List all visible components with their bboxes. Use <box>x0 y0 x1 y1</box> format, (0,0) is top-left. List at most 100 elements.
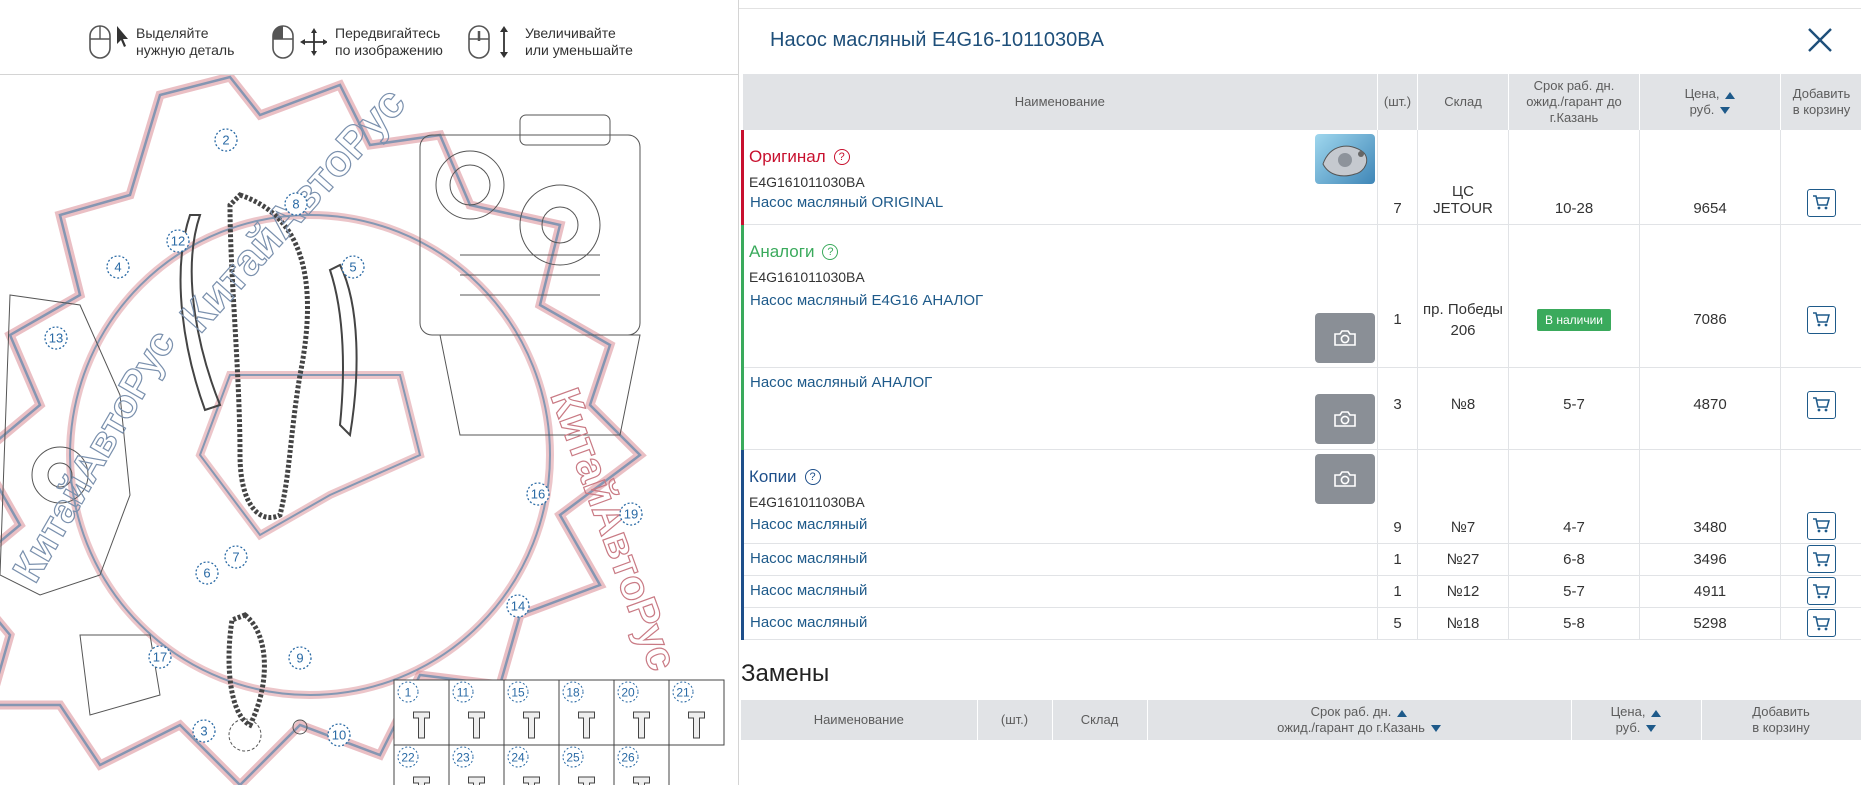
callout-14[interactable]: 14 <box>506 594 530 618</box>
callout-5[interactable]: 5 <box>341 255 365 279</box>
callout-6[interactable]: 6 <box>195 561 219 585</box>
callout-7[interactable]: 7 <box>224 545 248 569</box>
callout-16[interactable]: 16 <box>526 482 550 506</box>
part-cell-23[interactable]: 23 <box>448 744 505 785</box>
part-cell-11[interactable]: 11 <box>448 679 505 746</box>
repl-col-price[interactable]: Цена, руб. <box>1571 700 1702 740</box>
repl-col-term[interactable]: Срок раб. дн. ожид./гарант до г.Казань <box>1147 700 1572 740</box>
cart-button[interactable] <box>1807 545 1836 573</box>
callout-label: 6 <box>203 566 210 581</box>
repl-col-warehouse: Склад <box>1052 700 1148 740</box>
part-cell-24[interactable]: 24 <box>503 744 560 785</box>
table-row: Насос масляный 5 №18 5-8 5298 <box>741 607 1861 640</box>
table-row: Насос масляный 1 №27 6-8 3496 <box>741 543 1861 576</box>
price-cell: 5298 <box>1639 607 1781 640</box>
product-link[interactable]: Насос масляный <box>750 581 868 599</box>
product-photo[interactable] <box>1315 134 1375 184</box>
hint-move-line1: Передвигайтесь <box>335 25 441 41</box>
help-icon[interactable]: ? <box>822 243 839 260</box>
qty-cell: 9 <box>1377 449 1418 544</box>
sort-up-icon[interactable] <box>1725 91 1736 99</box>
cart-icon <box>1813 551 1830 566</box>
photo-button[interactable] <box>1315 453 1375 504</box>
product-link[interactable]: Насос масляный АНАЛОГ <box>750 373 933 391</box>
term-cell: 5-7 <box>1508 367 1640 450</box>
sort-up-icon[interactable] <box>1397 709 1408 717</box>
group-original-label: Оригинал <box>749 147 826 166</box>
callout-4[interactable]: 4 <box>106 255 130 279</box>
cart-button[interactable] <box>1807 305 1836 334</box>
callout-8[interactable]: 8 <box>284 192 308 216</box>
close-icon[interactable] <box>1807 27 1833 53</box>
callout-label: 12 <box>171 234 185 249</box>
bolt-drawing <box>578 776 595 785</box>
part-cell-label: 25 <box>566 751 580 765</box>
sort-down-icon[interactable] <box>1646 724 1657 733</box>
col-price[interactable]: Цена, руб. <box>1639 74 1781 130</box>
callout-17[interactable]: 17 <box>148 645 172 669</box>
cart-button[interactable] <box>1807 511 1836 540</box>
part-cell-label: 20 <box>621 686 635 700</box>
timing-chain-drawing <box>179 192 358 729</box>
callout-3[interactable]: 3 <box>192 719 216 743</box>
product-link[interactable]: Насос масляный E4G16 АНАЛОГ <box>750 291 984 309</box>
help-icon[interactable]: ? <box>804 468 821 485</box>
original-group-cell: Оригинал? E4G161011030BA Насос масляный … <box>741 130 1378 225</box>
svg-text:КитайАвтоРус: КитайАвтоРус <box>5 323 184 589</box>
part-cell-22[interactable]: 22 <box>393 744 450 785</box>
part-cell-15[interactable]: 15 <box>503 679 560 746</box>
sort-up-icon[interactable] <box>1651 709 1662 717</box>
photo-button[interactable] <box>1315 393 1375 444</box>
bolt-drawing <box>413 711 430 739</box>
part-cell-21[interactable]: 21 <box>668 679 725 746</box>
part-cell-label: 22 <box>401 751 415 765</box>
cart-button[interactable] <box>1807 577 1836 605</box>
cart-button[interactable] <box>1807 188 1836 217</box>
group-copies-label: Копии <box>749 466 797 486</box>
callout-label: 8 <box>292 197 299 212</box>
callout-9[interactable]: 9 <box>288 646 312 670</box>
cart-button[interactable] <box>1807 390 1836 419</box>
qty-cell: 1 <box>1377 543 1418 576</box>
part-cell-label: 1 <box>405 686 412 700</box>
term-cell: 10-28 <box>1508 130 1640 225</box>
sort-down-icon[interactable] <box>1430 724 1441 733</box>
part-cell-20[interactable]: 20 <box>613 679 670 746</box>
camera-icon <box>1334 470 1356 487</box>
callout-19[interactable]: 19 <box>619 502 643 526</box>
product-link[interactable]: Насос масляный ORIGINAL <box>750 194 944 211</box>
callout-2[interactable]: 2 <box>214 128 238 152</box>
product-link[interactable]: Насос масляный <box>750 515 868 533</box>
callout-12[interactable]: 12 <box>166 229 190 253</box>
callout-13[interactable]: 13 <box>44 326 68 350</box>
mouse-scroll-icon <box>468 25 508 59</box>
part-cell-26[interactable]: 26 <box>613 744 670 785</box>
callout-10[interactable]: 10 <box>327 723 351 747</box>
analogs-group-cell: Аналоги? E4G161011030BA Насос масляный E… <box>741 224 1378 368</box>
table-row: Насос масляный 1 №12 5-7 4911 <box>741 575 1861 608</box>
photo-button[interactable] <box>1315 312 1375 363</box>
table-row: Насос масляный АНАЛОГ 3 №8 5-7 4870 <box>741 367 1861 450</box>
cart-button[interactable] <box>1807 609 1836 637</box>
hint-move-line2: по изображению <box>335 42 443 58</box>
callout-group[interactable]: 2 8 12 4 5 13 16 19 7 6 14 17 9 3 10 <box>44 128 643 747</box>
col-add: Добавить в корзину <box>1780 74 1861 130</box>
replacements-title: Замены <box>741 660 830 687</box>
parts-diagram[interactable]: КитайАвтоРус КитайАвтоРус КитайАвтоРус 2… <box>0 75 738 785</box>
cart-icon <box>1813 518 1830 533</box>
part-cell-1[interactable]: 1 <box>393 679 450 746</box>
warehouse-cell: №8 <box>1417 367 1509 450</box>
cart-icon <box>1813 195 1830 210</box>
col-warehouse: Склад <box>1417 74 1509 130</box>
part-cell-25[interactable]: 25 <box>558 744 615 785</box>
in-stock-badge: В наличии <box>1536 308 1611 331</box>
help-icon[interactable]: ? <box>833 149 850 165</box>
table-row: Копии? E4G161011030BA Насос масляный 9 №… <box>741 449 1861 544</box>
callout-label: 19 <box>624 507 638 522</box>
product-link[interactable]: Насос масляный <box>750 613 868 631</box>
product-link[interactable]: Насос масляный <box>750 549 868 567</box>
qty-cell: 5 <box>1377 607 1418 640</box>
part-cell-18[interactable]: 18 <box>558 679 615 746</box>
sort-down-icon[interactable] <box>1720 106 1731 115</box>
